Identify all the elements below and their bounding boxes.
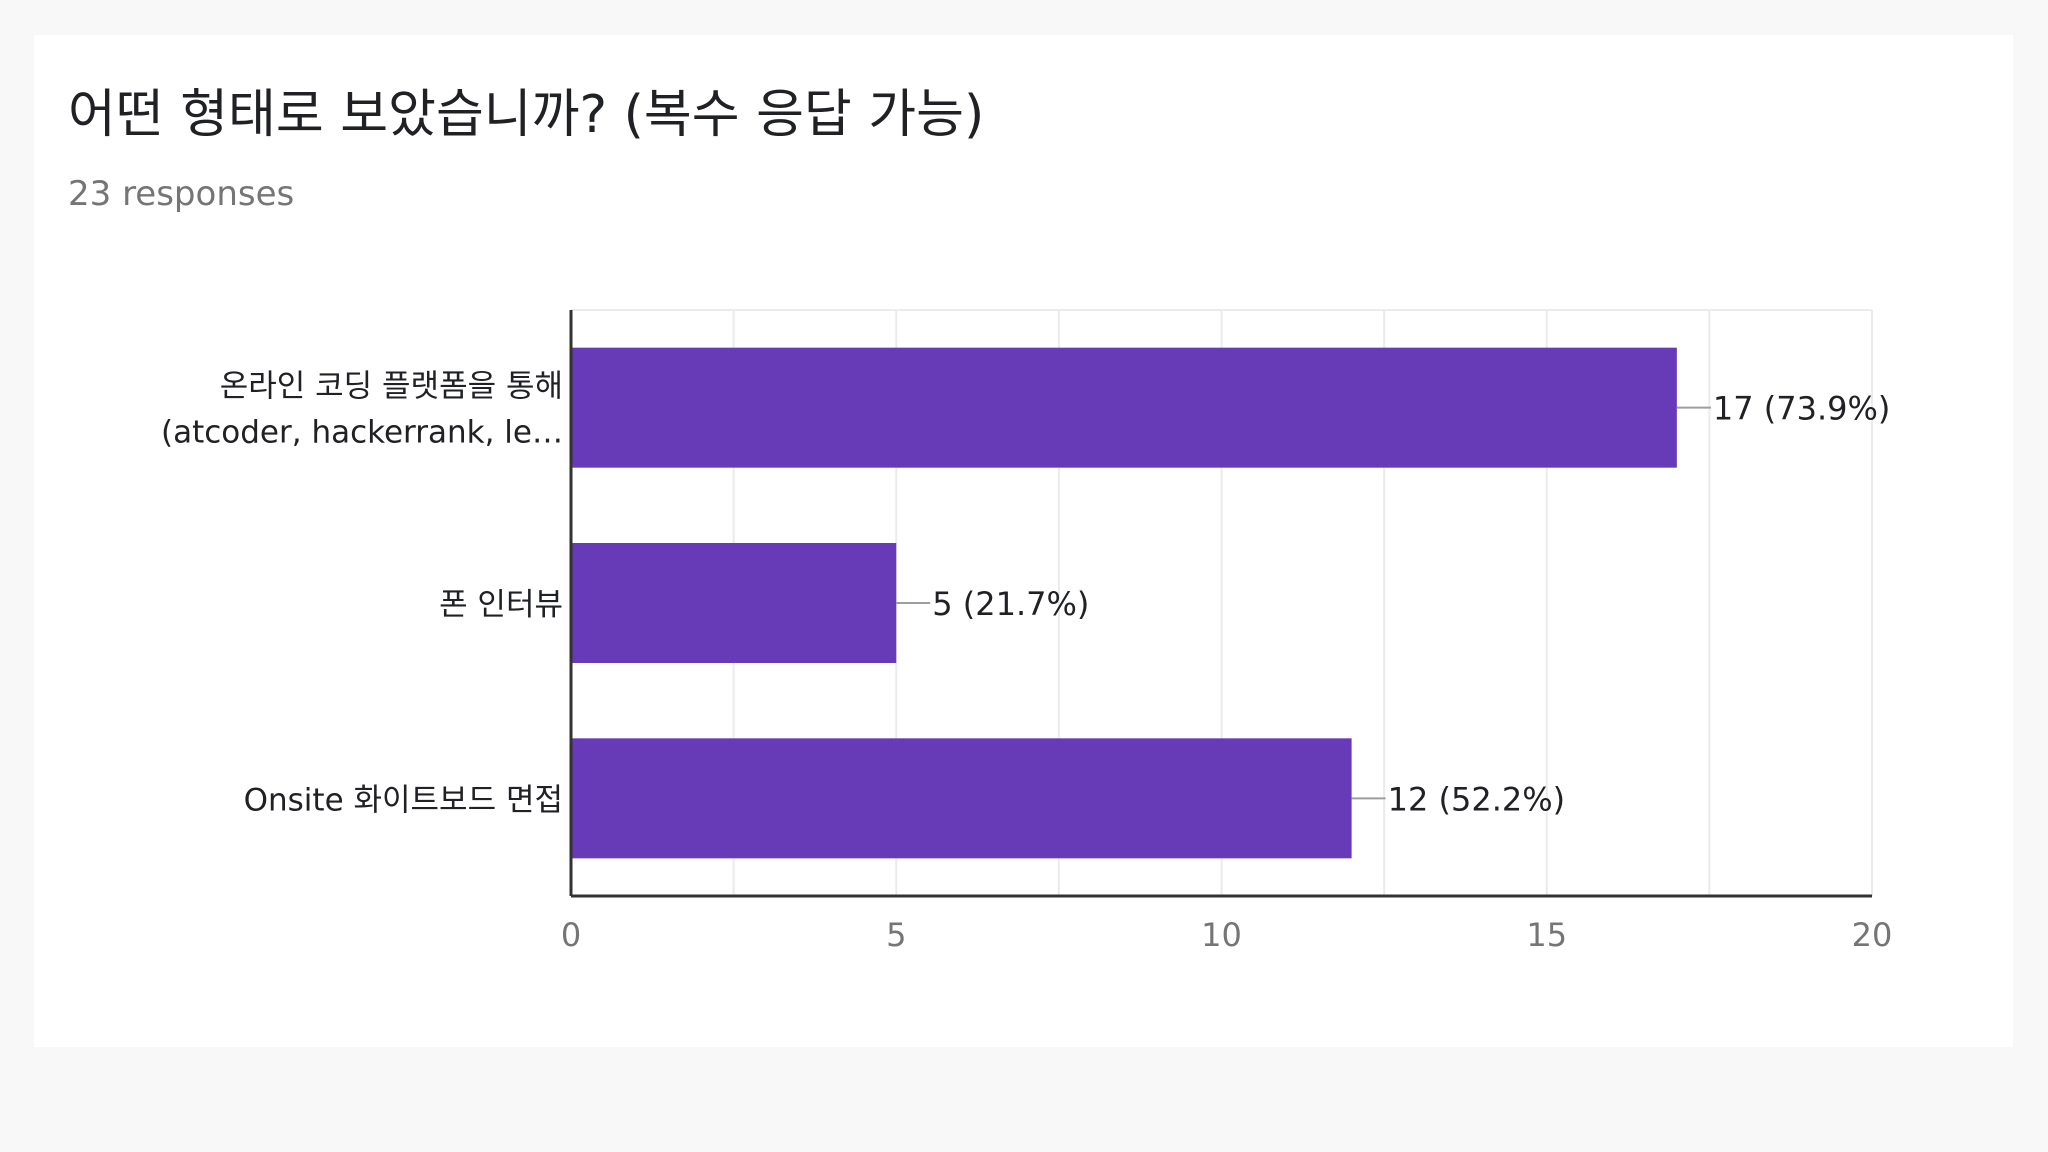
bar — [571, 543, 897, 663]
data-label: 17 (73.9%) — [1713, 390, 1891, 428]
data-label: 12 (52.2%) — [1388, 780, 1566, 818]
bar — [571, 347, 1677, 468]
x-tick-label: 0 — [561, 916, 581, 954]
x-tick-label: 5 — [886, 916, 906, 954]
x-tick-label: 20 — [1852, 916, 1893, 954]
bar — [571, 738, 1352, 859]
chart-card — [34, 35, 2013, 1047]
category-label: 온라인 코딩 플랫폼을 통해 — [220, 369, 563, 405]
category-label: (atcoder, hackerrank, le… — [161, 415, 563, 451]
x-tick-label: 10 — [1201, 916, 1242, 954]
category-label: Onsite 화이트보드 면접 — [244, 782, 563, 818]
response-count: 23 responses — [68, 174, 295, 214]
category-label: 폰 인터뷰 — [439, 587, 563, 623]
data-label: 5 (21.7%) — [932, 585, 1089, 623]
x-tick-label: 15 — [1526, 916, 1567, 954]
chart-title: 어떤 형태로 보았습니까? (복수 응답 가능) — [68, 85, 985, 145]
